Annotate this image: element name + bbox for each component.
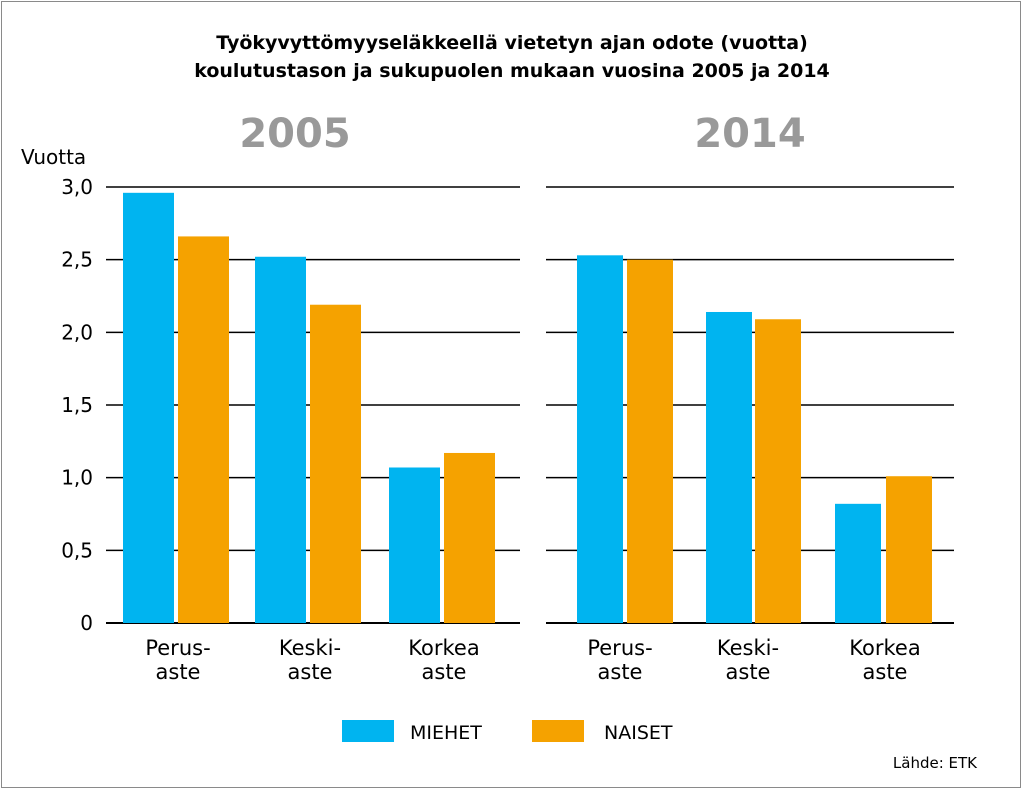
y-tick-label: 0 [80,611,93,635]
category-label: aste [863,660,908,684]
chart-subtitle: koulutustason ja sukupuolen mukaan vuosi… [194,60,830,82]
y-tick-label: 2,0 [61,320,93,344]
legend-label-naiset: NAISET [604,722,673,744]
y-tick-label: 1,5 [61,393,93,417]
bar-2005-miehet-0 [123,192,174,623]
y-tick-label: 2,5 [61,248,93,272]
bar-2005-naiset-2 [444,452,495,623]
category-label: aste [156,660,201,684]
bar-2014-naiset-1 [755,319,801,623]
bar-2014-miehet-2 [835,503,881,623]
category-label: Keski- [279,636,341,660]
category-label: Perus- [587,636,652,660]
bar-2014-miehet-0 [577,255,623,623]
y-axis-unit-label: Vuotta [21,145,86,169]
bar-2005-naiset-0 [178,236,229,623]
y-tick-label: 0,5 [61,538,93,562]
chart-title: Työkyvyttömyyseläkkeellä vietetyn ajan o… [216,32,808,54]
bar-2005-miehet-1 [255,256,306,623]
category-label: aste [422,660,467,684]
category-label: Korkea [408,636,479,660]
bar-2014-naiset-0 [627,259,673,623]
category-label: aste [598,660,643,684]
panel-year-label: 2014 [694,111,805,157]
legend: MIEHET NAISET [342,720,673,744]
panel-year-label: 2005 [239,111,350,157]
bar-2014-naiset-2 [886,476,932,623]
category-label: aste [726,660,771,684]
y-tick-label: 3,0 [61,175,93,199]
source-note: Lähde: ETK [893,754,978,772]
legend-swatch-miehet [342,720,394,742]
bar-2014-miehet-1 [706,311,752,623]
plot-area: 00,51,01,52,02,53,02005Perus-asteKeski-a… [61,111,954,684]
bar-2005-naiset-1 [310,304,361,623]
bar-2005-miehet-2 [389,467,440,623]
legend-swatch-naiset [532,720,584,742]
category-label: Keski- [717,636,779,660]
legend-label-miehet: MIEHET [410,722,482,744]
category-label: Korkea [849,636,920,660]
y-tick-label: 1,0 [61,466,93,490]
category-label: aste [288,660,333,684]
category-label: Perus- [145,636,210,660]
